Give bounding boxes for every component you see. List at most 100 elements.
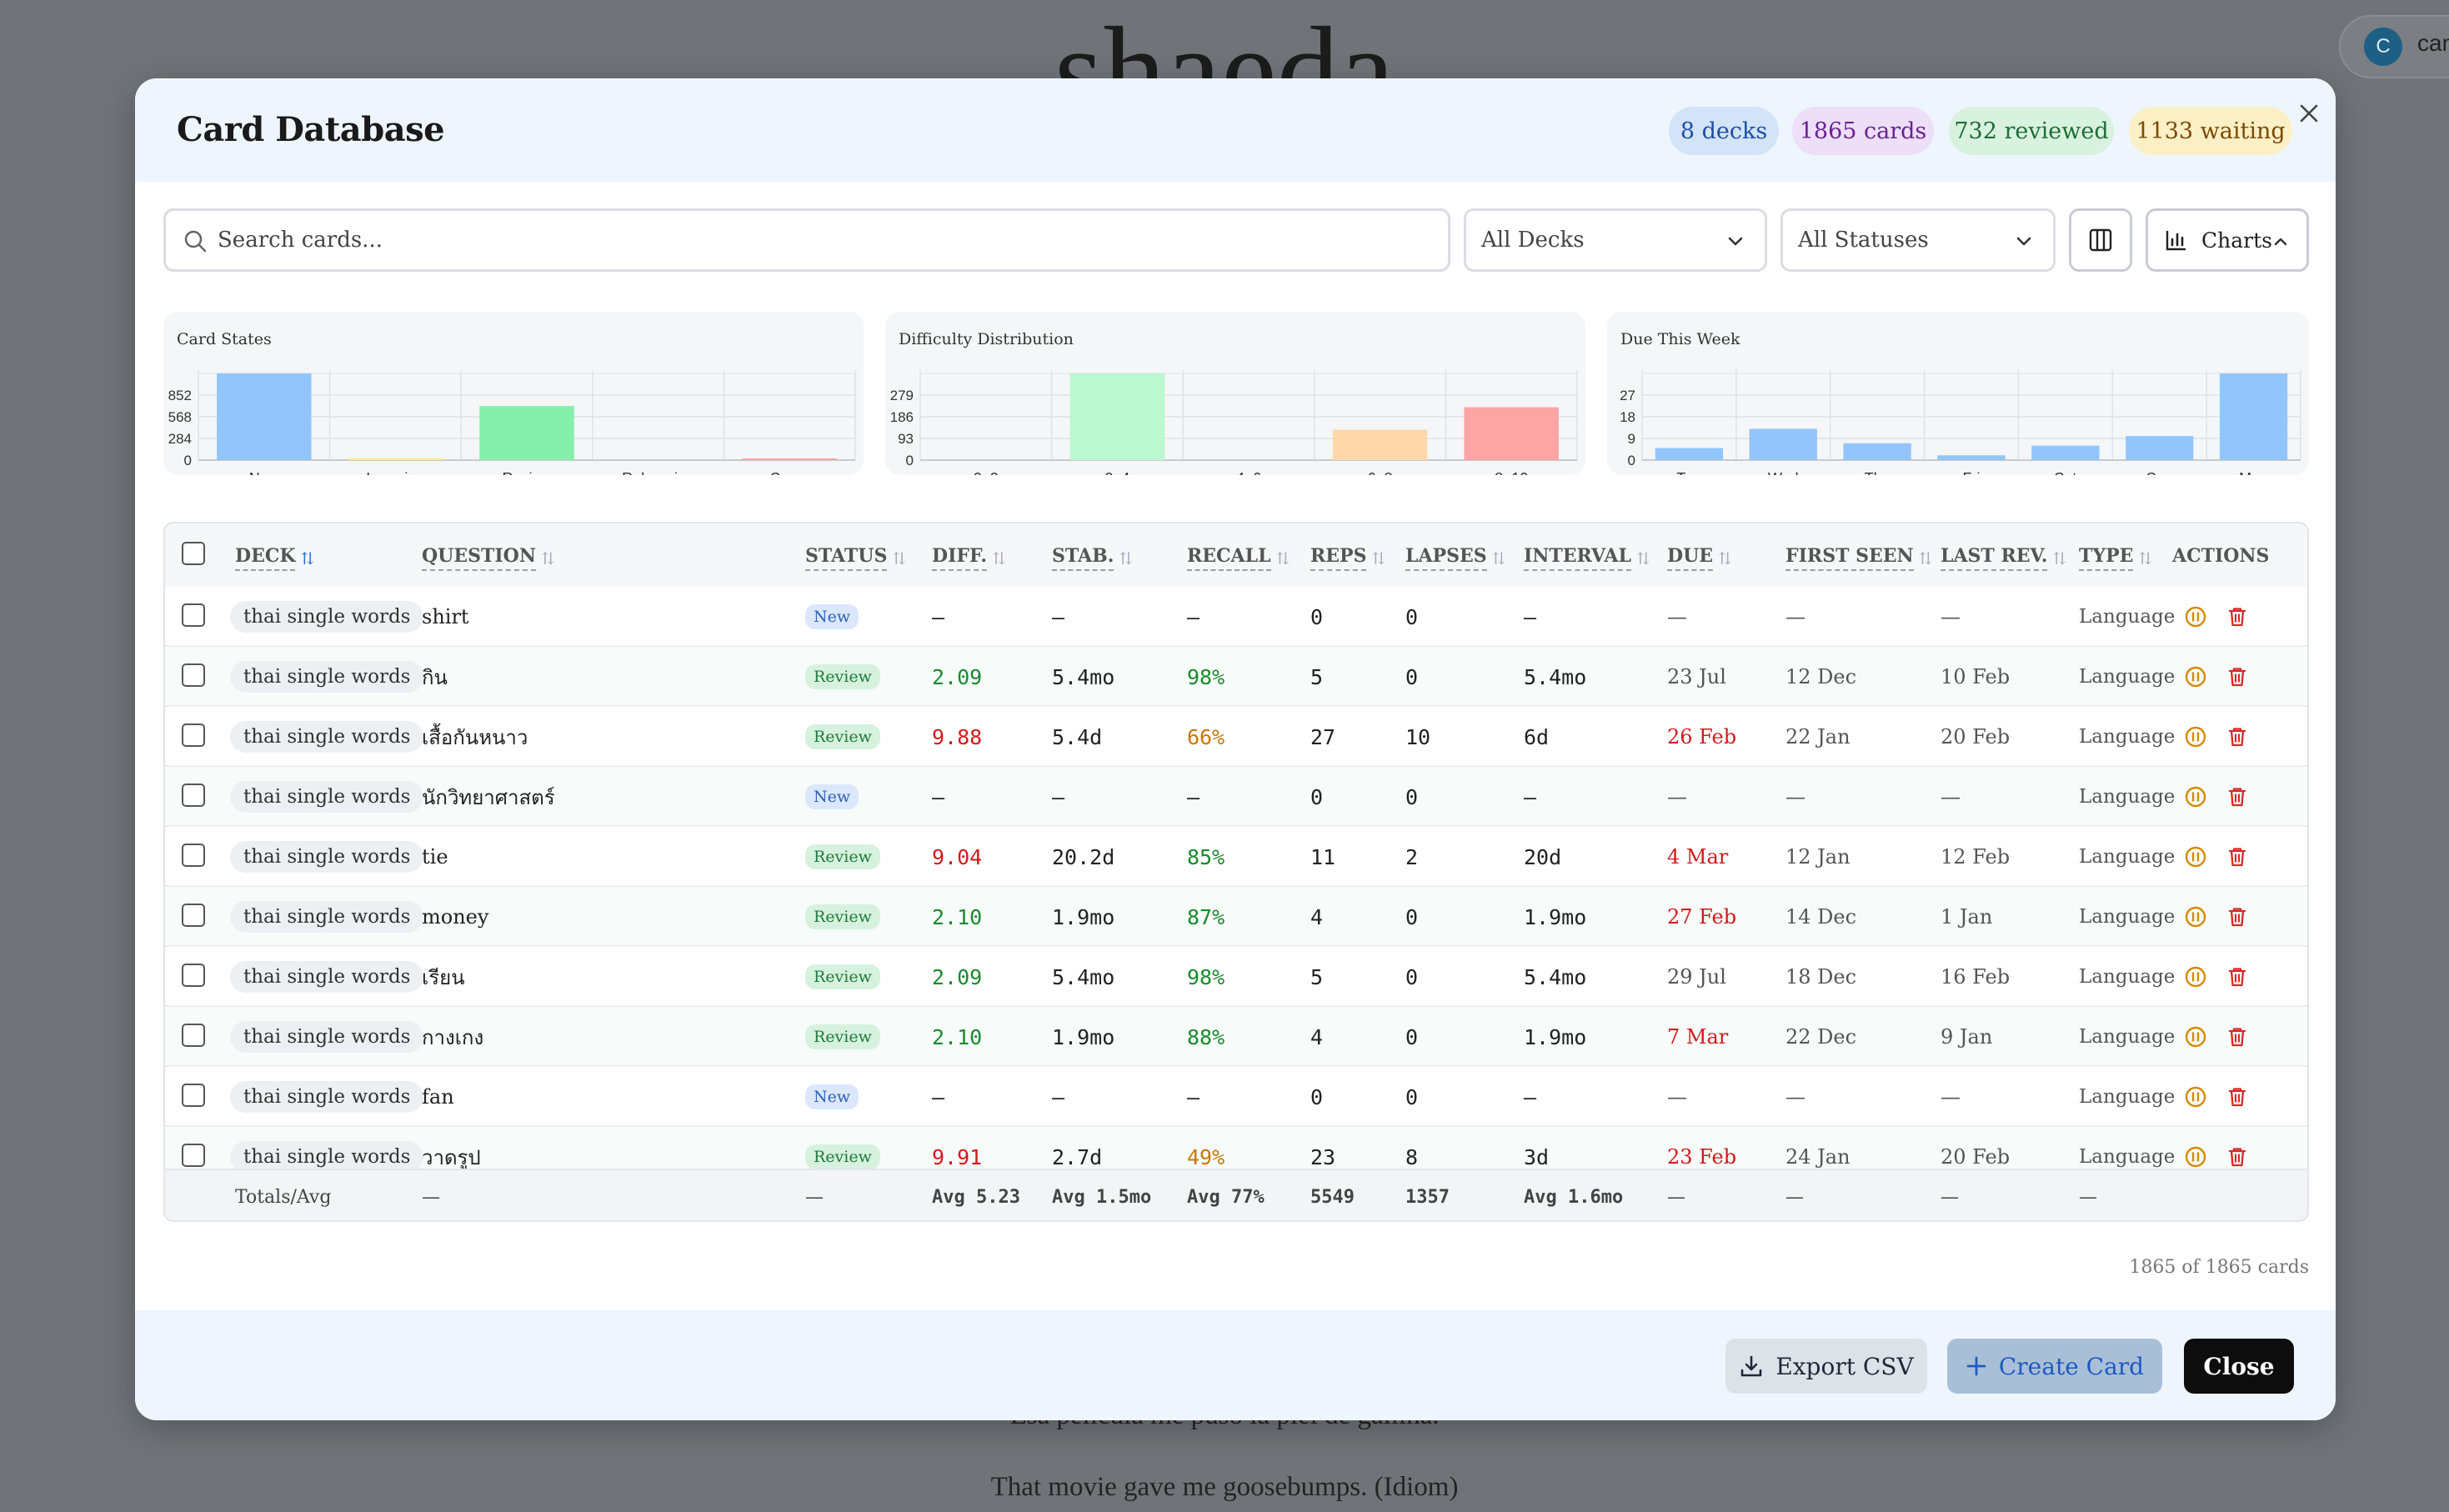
trash-icon[interactable] [2226,725,2249,748]
deck-tag[interactable]: thai single words [230,661,424,693]
question-text[interactable]: shirt [422,605,469,628]
col-deck[interactable]: DECK ⇅ [235,545,314,571]
pause-icon[interactable] [2184,1025,2207,1049]
deck-tag[interactable]: thai single words [230,601,424,633]
trash-icon[interactable] [2226,665,2249,688]
question-text[interactable]: เรียน [422,965,465,989]
totals-diff: Avg 5.23 [932,1187,1020,1208]
bar-Thu [1843,443,1911,460]
charts-toggle-button[interactable]: Charts [2146,208,2309,272]
status-filter-select[interactable]: All Statuses [1780,208,2056,272]
table-row[interactable]: thai single words money Review 2.10 1.9m… [165,887,2307,947]
search-input[interactable] [218,221,1435,259]
trash-icon[interactable] [2226,1085,2249,1109]
col-due[interactable]: DUE ⇅ [1667,545,1732,571]
col-type[interactable]: TYPE ⇅ [2079,545,2152,571]
row-checkbox[interactable] [182,784,205,807]
table-row[interactable]: thai single words tie Review 9.04 20.2d … [165,827,2307,887]
col-lapses[interactable]: LAPSES ⇅ [1405,545,1505,571]
deck-tag[interactable]: thai single words [230,961,424,993]
reps-value: 0 [1310,1084,1324,1109]
close-button[interactable]: Close [2184,1339,2294,1394]
user-name: cam [2417,30,2449,56]
recall-value: 66% [1187,724,1225,749]
trash-icon[interactable] [2226,905,2249,929]
create-card-button[interactable]: Create Card [1947,1339,2162,1394]
pause-icon[interactable] [2184,725,2207,748]
table-row[interactable]: thai single words เสื้อกันหนาว Review 9.… [165,707,2307,767]
trash-icon[interactable] [2226,965,2249,989]
question-text[interactable]: กิน [422,665,448,689]
interval-value: 1.9mo [1524,904,1587,929]
table-row[interactable]: thai single words กางเกง Review 2.10 1.9… [165,1007,2307,1067]
deck-tag[interactable]: thai single words [230,1081,424,1113]
difficulty-value: 2.09 [932,964,983,989]
interval-value: — [1524,604,1537,629]
row-checkbox[interactable] [182,964,205,987]
deck-tag[interactable]: thai single words [230,901,424,933]
col-reps[interactable]: REPS ⇅ [1310,545,1385,571]
deck-tag[interactable]: thai single words [230,1141,424,1169]
row-checkbox[interactable] [182,603,205,627]
row-checkbox[interactable] [182,663,205,687]
trash-icon[interactable] [2226,1145,2249,1169]
question-text[interactable]: กางเกง [422,1025,484,1049]
col-stab[interactable]: STAB. ⇅ [1052,545,1133,571]
deck-tag[interactable]: thai single words [230,841,424,873]
row-checkbox[interactable] [182,1144,205,1167]
select-all-checkbox[interactable] [182,542,205,565]
first-seen-value: 12 Jan [1785,845,1851,869]
pause-icon[interactable] [2184,1085,2207,1109]
question-text[interactable]: นักวิทยาศาสตร์ [422,785,555,809]
table-row[interactable]: thai single words เรียน Review 2.09 5.4m… [165,947,2307,1007]
table-row[interactable]: thai single words กิน Review 2.09 5.4mo … [165,647,2307,707]
trash-icon[interactable] [2226,845,2249,869]
pause-icon[interactable] [2184,845,2207,869]
col-question[interactable]: QUESTION ⇅ [422,545,555,571]
col-recall[interactable]: RECALL ⇅ [1187,545,1290,571]
reps-value: 27 [1310,724,1336,749]
status-badge: Review [805,664,880,689]
col-status[interactable]: STATUS ⇅ [805,545,906,571]
trash-icon[interactable] [2226,785,2249,809]
recall-value: 98% [1187,664,1225,689]
close-icon[interactable] [2291,95,2327,132]
col-first-seen[interactable]: FIRST SEEN ⇅ [1785,545,1932,571]
sort-icon: ⇅ [1918,548,1933,568]
question-text[interactable]: วาดรูป [422,1145,481,1169]
row-checkbox[interactable] [182,844,205,867]
row-checkbox[interactable] [182,1084,205,1107]
difficulty-value: 2.10 [932,904,983,929]
pause-icon[interactable] [2184,785,2207,809]
question-text[interactable]: เสื้อกันหนาว [422,725,528,749]
pause-icon[interactable] [2184,1145,2207,1169]
export-csv-button[interactable]: Export CSV [1725,1339,1927,1394]
due-value: 27 Feb [1667,905,1737,929]
col-last-rev[interactable]: LAST REV. ⇅ [1941,545,2066,571]
y-tick-label: 9 [1628,431,1635,447]
trash-icon[interactable] [2226,1025,2249,1049]
pause-icon[interactable] [2184,605,2207,628]
col-interval[interactable]: INTERVAL ⇅ [1524,545,1650,571]
table-row[interactable]: thai single words shirt New — — — 0 0 — … [165,587,2307,647]
row-checkbox[interactable] [182,904,205,927]
columns-button[interactable] [2069,208,2132,272]
pause-icon[interactable] [2184,905,2207,929]
deck-tag[interactable]: thai single words [230,781,424,813]
pause-icon[interactable] [2184,965,2207,989]
table-row[interactable]: thai single words fan New — — — 0 0 — — … [165,1067,2307,1127]
table-row[interactable]: thai single words นักวิทยาศาสตร์ New — —… [165,767,2307,827]
table-row[interactable]: thai single words วาดรูป Review 9.91 2.7… [165,1127,2307,1169]
row-checkbox[interactable] [182,1024,205,1047]
user-menu[interactable] [2339,15,2449,78]
question-text[interactable]: money [422,905,489,929]
deck-tag[interactable]: thai single words [230,721,424,753]
col-diff[interactable]: DIFF. ⇅ [932,545,1006,571]
pause-icon[interactable] [2184,665,2207,688]
deck-tag[interactable]: thai single words [230,1021,424,1053]
question-text[interactable]: tie [422,845,448,869]
trash-icon[interactable] [2226,605,2249,628]
row-checkbox[interactable] [182,723,205,747]
question-text[interactable]: fan [422,1085,454,1109]
deck-filter-select[interactable]: All Decks [1464,208,1767,272]
